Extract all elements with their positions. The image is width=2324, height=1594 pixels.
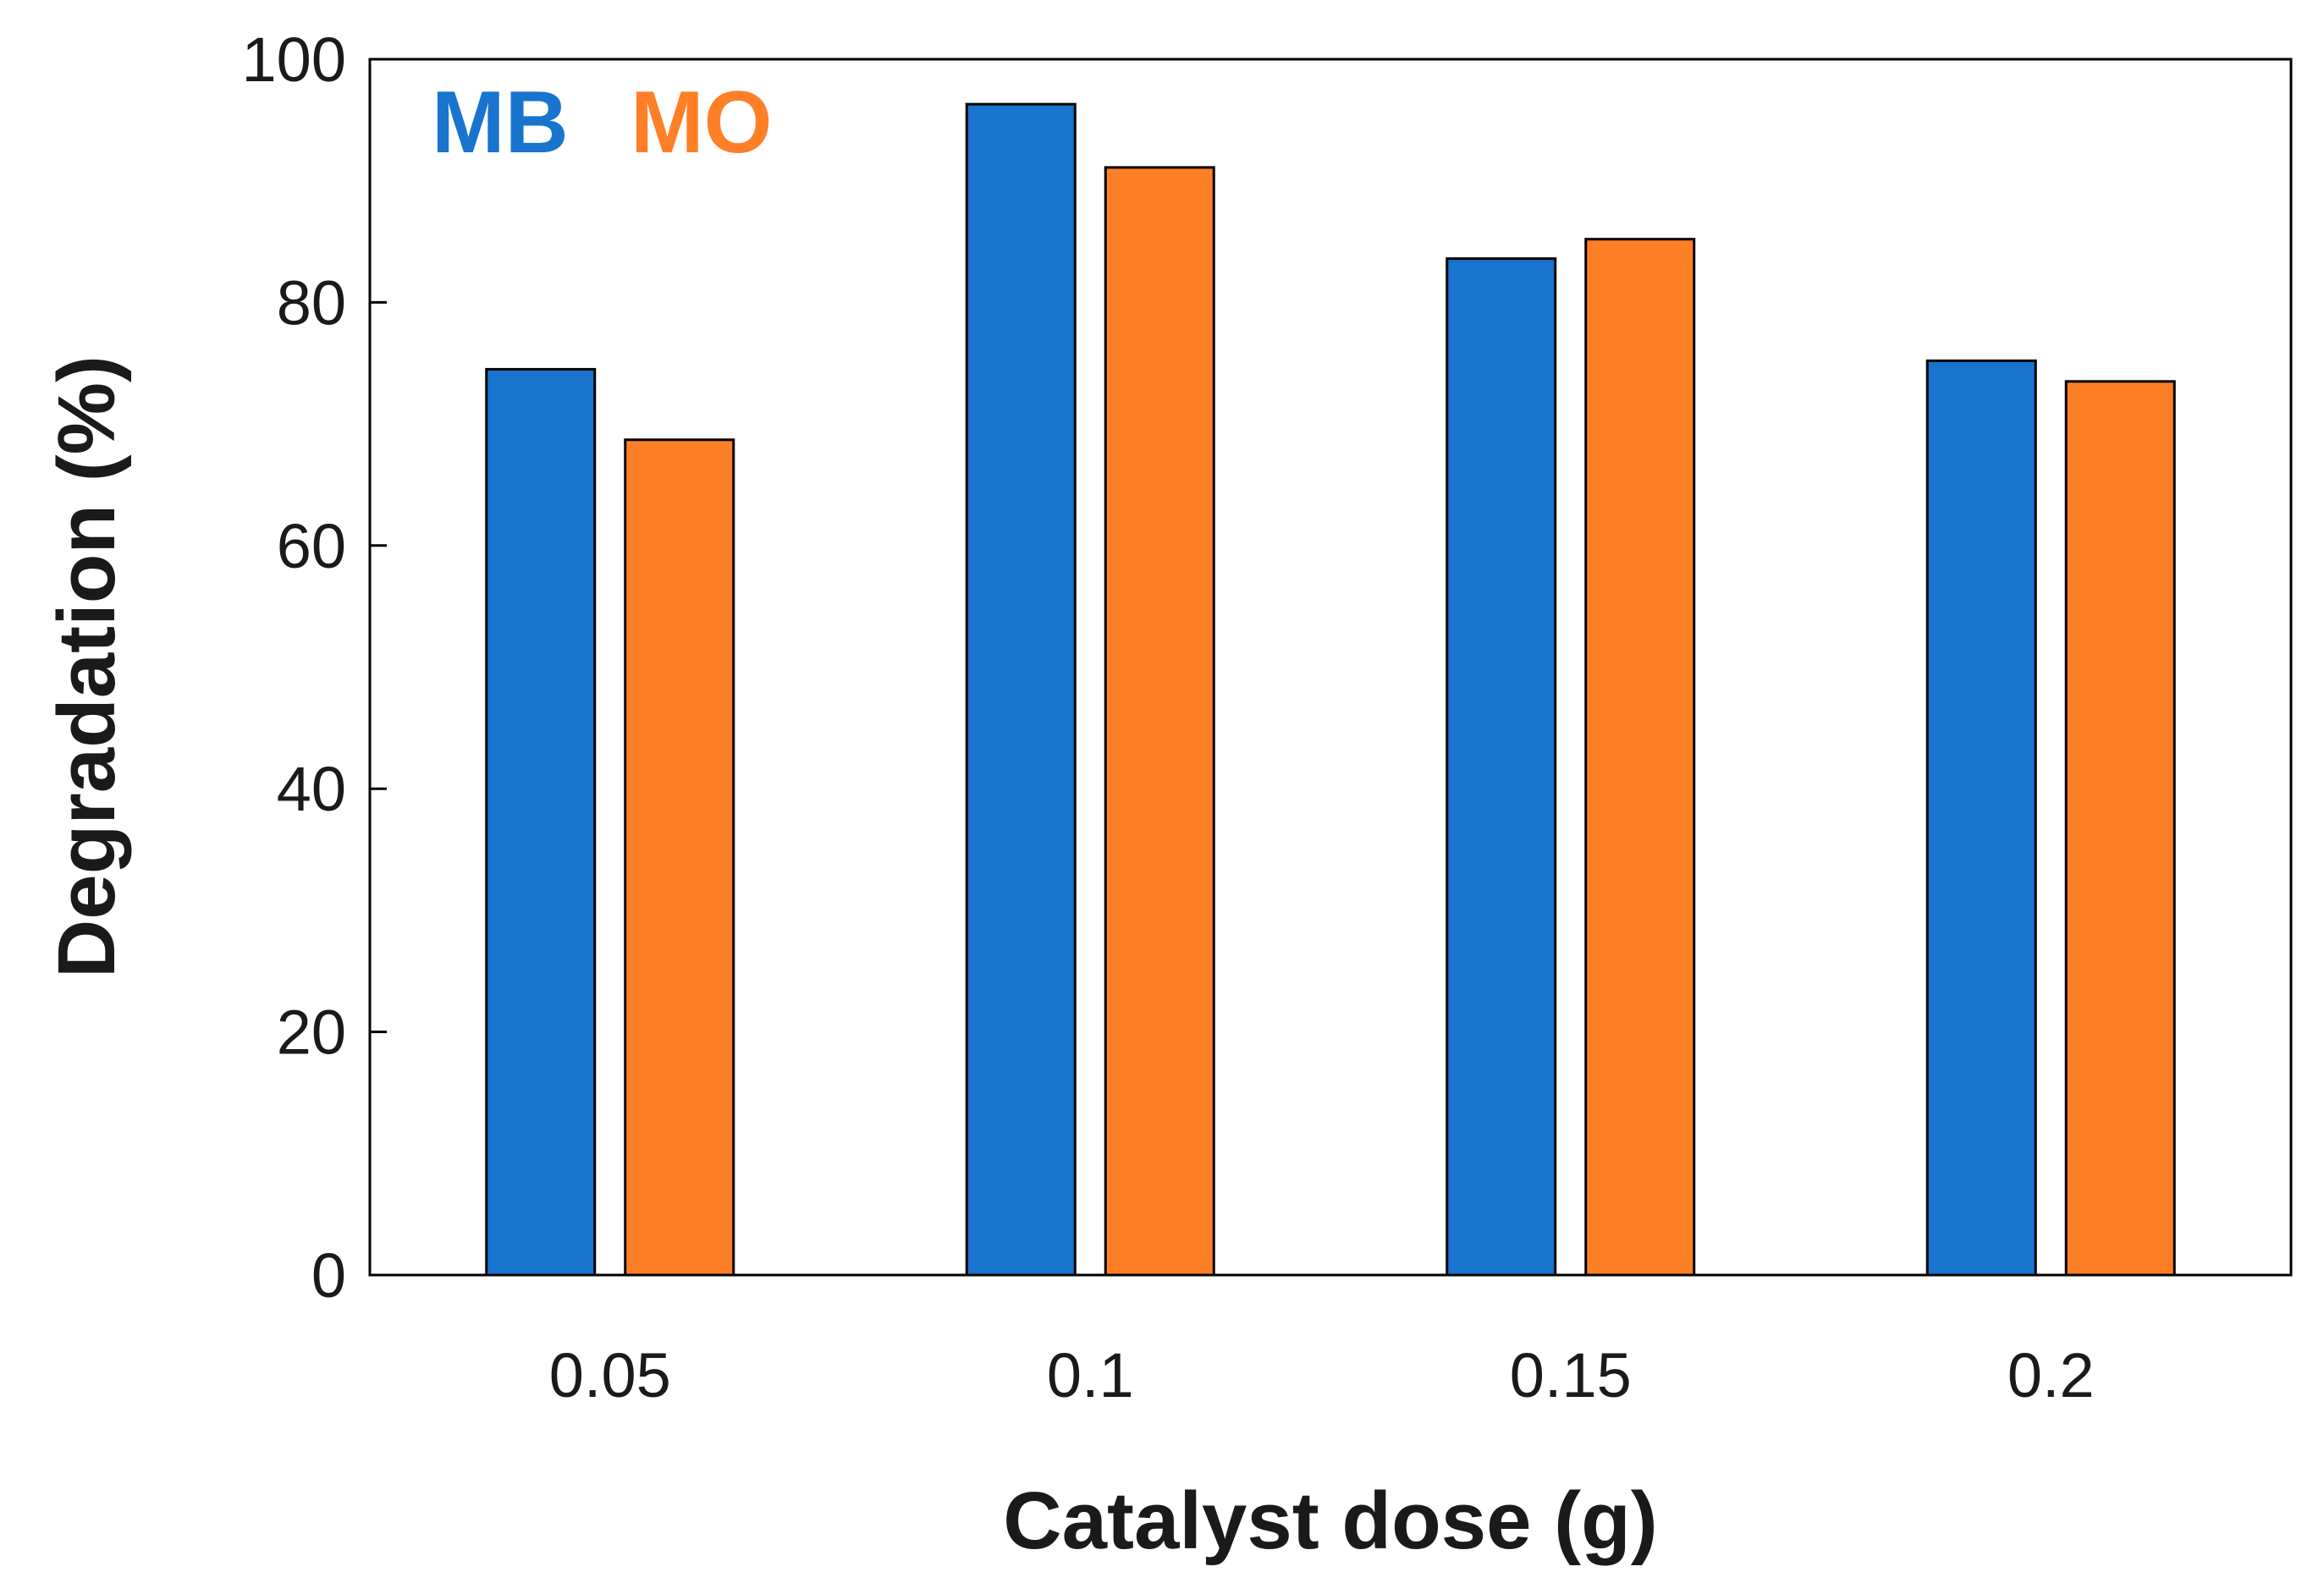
bar-mo-0_05	[624, 438, 735, 1277]
bar-mb-0_05	[485, 367, 597, 1277]
y-axis-ticks: 0 20 40 60 80 100	[242, 25, 387, 1311]
x-tick-label: 0.1	[1047, 1340, 1134, 1410]
y-axis-title: Degradation (%)	[41, 355, 132, 978]
x-axis-title: Catalyst dose (g)	[1003, 1476, 1657, 1566]
y-tick-label: 60	[277, 511, 346, 581]
x-tick-label: 0.15	[1510, 1340, 1632, 1410]
y-tick-label: 20	[277, 998, 346, 1068]
legend-label-mb: MB	[432, 74, 569, 172]
bar-mo-0_15	[1584, 238, 1696, 1277]
y-tick-label: 100	[242, 25, 346, 95]
bar-mo-0_2	[2064, 380, 2176, 1277]
y-tick-label: 80	[277, 267, 346, 338]
bar-mb-0_1	[965, 102, 1077, 1277]
x-tick-label: 0.2	[2007, 1340, 2095, 1410]
x-axis-ticks: 0.05 0.1 0.15 0.2	[549, 1340, 2095, 1410]
legend-label-mo: MO	[631, 74, 773, 172]
bar-mo-0_1	[1104, 166, 1215, 1277]
y-tick-label: 0	[311, 1240, 346, 1311]
x-tick-label: 0.05	[549, 1340, 671, 1410]
bars-group	[485, 102, 2176, 1277]
plot-frame	[368, 58, 2293, 1277]
y-tick-label: 40	[277, 754, 346, 824]
bar-mb-0_15	[1446, 257, 1557, 1277]
bar-mb-0_2	[1925, 359, 2037, 1277]
legend: MB MO	[432, 74, 773, 172]
